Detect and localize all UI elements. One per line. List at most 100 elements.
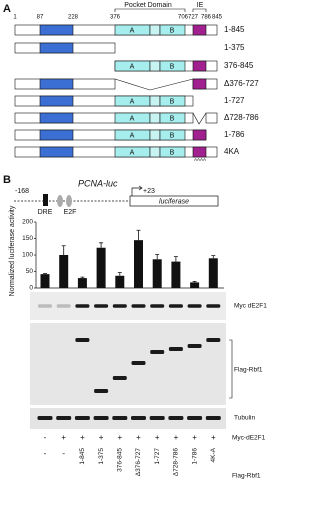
blot	[30, 323, 226, 405]
spacer	[149, 146, 161, 158]
condition: 1-845	[79, 448, 86, 465]
protein-bar	[205, 112, 218, 124]
box-label: B	[170, 115, 175, 122]
band	[205, 416, 221, 420]
band	[131, 304, 146, 308]
pocket-b	[159, 24, 186, 36]
blot-label: Flag-Rbf1	[234, 367, 263, 374]
deletion-line	[114, 78, 194, 91]
spacer	[149, 95, 161, 107]
band	[150, 350, 165, 354]
band	[75, 304, 90, 308]
condition: +	[155, 433, 160, 442]
pocket-b	[159, 146, 186, 158]
band	[149, 416, 165, 420]
ie-domain	[192, 129, 207, 141]
construct-label: 4KA	[224, 147, 240, 156]
domain-n	[39, 24, 74, 36]
condition: +	[117, 433, 122, 442]
band	[131, 416, 146, 420]
box-label: B	[170, 132, 175, 139]
panel-label: A	[3, 3, 11, 15]
box-label: B	[170, 27, 175, 34]
band	[74, 416, 90, 420]
box-label: A	[130, 27, 135, 34]
condition: +	[136, 433, 141, 442]
figure: A Pocket Domain IE B -168 PCNA-luc +23 l…	[3, 2, 267, 480]
error-bar	[117, 272, 122, 276]
condition: 4K-A	[210, 447, 217, 462]
ie-domain	[192, 146, 207, 158]
y-tick-label: 100	[22, 252, 33, 259]
condition-name: Myc-dE2F1	[232, 435, 266, 442]
e2f-site	[57, 195, 63, 207]
protein-bar	[14, 95, 194, 107]
bar	[96, 247, 106, 288]
luciferase-box	[129, 195, 219, 207]
spacer	[149, 129, 161, 141]
error-bar	[43, 273, 47, 275]
band	[112, 304, 127, 308]
condition: -	[62, 449, 65, 458]
bar	[208, 258, 218, 288]
bar	[134, 240, 143, 288]
box-label: B	[170, 149, 175, 156]
box-label: A	[130, 115, 135, 122]
bar	[152, 259, 162, 288]
position-label: 786	[201, 15, 212, 21]
dre-label: DRE	[38, 209, 53, 216]
error-bar	[136, 229, 141, 241]
band	[150, 304, 165, 308]
domain-label: IE	[197, 2, 204, 9]
band	[206, 338, 221, 342]
condition: 376-845	[117, 448, 124, 472]
band	[94, 304, 109, 308]
construct-label: Δ376-727	[224, 79, 259, 88]
band	[187, 304, 202, 308]
condition: 1-727	[154, 448, 161, 465]
blot-label: Tubulin	[234, 415, 255, 422]
e2f-site	[66, 195, 72, 207]
condition-name: Flag-Rbf1	[232, 473, 261, 480]
band	[56, 304, 71, 308]
domain-n	[39, 146, 74, 158]
bar	[59, 255, 69, 288]
bracket	[114, 8, 186, 12]
error-bar	[211, 255, 216, 259]
reporter-start: -168	[15, 188, 29, 195]
position-label: 706	[178, 15, 189, 21]
band	[75, 338, 90, 342]
construct-label: Δ728-786	[224, 113, 259, 122]
condition: +	[99, 433, 104, 442]
band	[37, 416, 53, 420]
reporter-end: +23	[143, 188, 155, 195]
condition: +	[174, 433, 179, 442]
ie-domain	[192, 60, 207, 72]
y-tick-label: 200	[22, 219, 33, 226]
band	[131, 361, 146, 365]
pocket-b	[159, 112, 186, 124]
error-bar	[192, 281, 197, 283]
reporter-name: PCNA-luc	[78, 178, 118, 188]
band	[168, 416, 184, 420]
y-tick-label: 150	[22, 235, 33, 242]
domain-n	[39, 42, 74, 54]
condition: 1-375	[98, 448, 105, 465]
error-bar	[61, 245, 66, 255]
panel-label: B	[3, 174, 11, 186]
dre-box	[43, 194, 48, 206]
position-label: 87	[37, 15, 44, 21]
band	[187, 344, 202, 348]
band	[112, 416, 128, 420]
pocket-b	[159, 129, 186, 141]
band	[94, 389, 109, 393]
box-label: A	[130, 149, 135, 156]
e2f-label: E2F	[64, 209, 77, 216]
bar	[171, 261, 181, 288]
band	[187, 416, 203, 420]
position-label: 376	[110, 15, 121, 21]
deletion-line	[192, 112, 207, 125]
condition: +	[192, 433, 197, 442]
condition: Δ376-727	[135, 448, 142, 477]
condition: +	[80, 433, 85, 442]
